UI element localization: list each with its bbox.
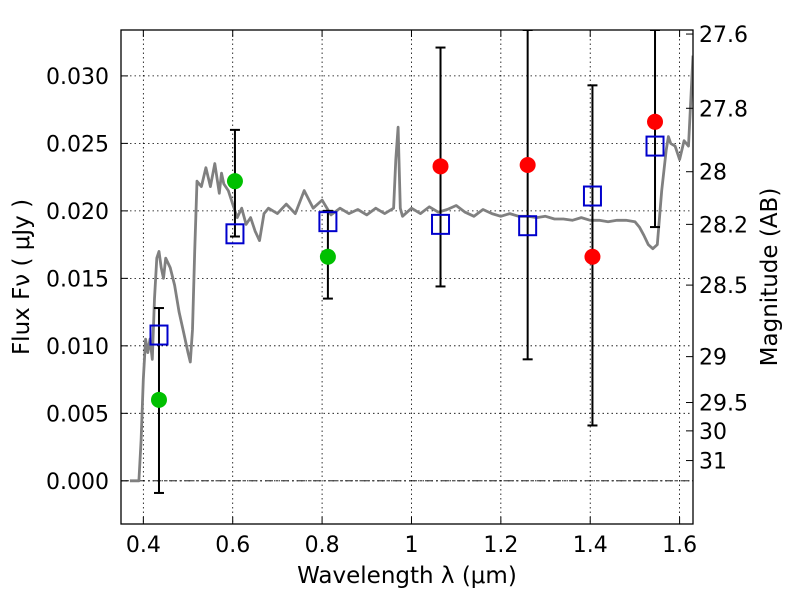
x-tick-label: 1.2 bbox=[483, 533, 518, 558]
model-layer bbox=[129, 55, 693, 483]
red-point bbox=[519, 156, 536, 173]
x-tick-label: 1.4 bbox=[573, 533, 608, 558]
errorbar-layer bbox=[153, 30, 661, 494]
red-point bbox=[584, 248, 601, 265]
point-layer bbox=[149, 113, 665, 408]
magnitude-tick-label: 30 bbox=[699, 420, 727, 445]
tick-layer bbox=[121, 30, 693, 524]
magnitude-tick-label: 31 bbox=[699, 450, 727, 475]
y-tick-label: 0.025 bbox=[46, 132, 109, 157]
model-spectrum-line bbox=[129, 55, 693, 483]
grid-layer bbox=[121, 30, 693, 524]
y-axis-label: Flux Fν ( μJy ) bbox=[9, 199, 35, 355]
magnitude-tick-label: 27.6 bbox=[699, 23, 748, 48]
green-point bbox=[319, 248, 336, 265]
magnitude-tick-label: 28.2 bbox=[699, 213, 748, 238]
x-tick-label: 0.8 bbox=[305, 533, 340, 558]
magnitude-tick-label: 29 bbox=[699, 346, 727, 371]
x-tick-label: 1 bbox=[404, 533, 418, 558]
plot-area bbox=[129, 30, 693, 494]
red-point bbox=[647, 113, 664, 130]
blue-square-point bbox=[645, 135, 665, 157]
y2-axis-label: Magnitude (AB) bbox=[757, 188, 783, 367]
plot-frame bbox=[120, 29, 694, 525]
blue-square-point bbox=[431, 213, 451, 235]
green-point bbox=[150, 391, 167, 408]
blue-square-point bbox=[582, 185, 602, 207]
x-tick-label: 0.4 bbox=[126, 533, 161, 558]
magnitude-tick-label: 28.5 bbox=[699, 274, 748, 299]
green-point bbox=[226, 173, 243, 190]
blue-square-point bbox=[149, 324, 169, 346]
y-tick-label: 0.000 bbox=[46, 470, 109, 495]
y-tick-label: 0.020 bbox=[46, 200, 109, 225]
y-tick-label: 0.015 bbox=[46, 267, 109, 292]
magnitude-tick-label: 29.5 bbox=[699, 392, 748, 417]
blue-square-point bbox=[318, 211, 338, 233]
x-tick-label: 0.6 bbox=[215, 533, 250, 558]
y-tick-label: 0.010 bbox=[46, 335, 109, 360]
magnitude-tick-label: 27.8 bbox=[699, 97, 748, 122]
x-axis-label: Wavelength λ (μm) bbox=[297, 563, 517, 589]
red-point bbox=[432, 158, 449, 175]
blue-square-point bbox=[225, 223, 245, 245]
y-tick-label: 0.005 bbox=[46, 402, 109, 427]
blue-square-point bbox=[518, 215, 538, 237]
tick-label-layer: 0.4 0.6 0.8 1 1.2 1.4 1.6 0.000 0.005 0.010 0.015 0… bbox=[46, 23, 748, 558]
magnitude-tick-label: 28 bbox=[699, 161, 727, 186]
y-tick-label: 0.030 bbox=[46, 65, 109, 90]
x-tick-label: 1.6 bbox=[662, 533, 697, 558]
